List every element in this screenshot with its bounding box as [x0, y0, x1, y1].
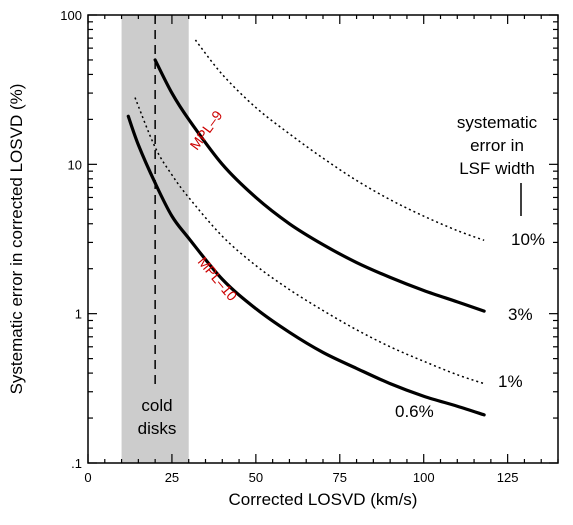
label-3pct: 3%: [508, 305, 533, 324]
x-tick-label: 50: [249, 470, 263, 485]
series-line-0: [153, 58, 486, 313]
x-tick-label: 25: [165, 470, 179, 485]
x-tick-label: 75: [333, 470, 347, 485]
x-axis-label: Corrected LOSVD (km/s): [229, 490, 418, 509]
series-line-3: [134, 97, 485, 385]
series-layer: [126, 39, 486, 417]
cold-disks-label-line2: disks: [138, 419, 177, 438]
y-tick-label: 1: [75, 307, 82, 322]
legend-line3: LSF width: [459, 159, 535, 178]
x-tick-label: 0: [84, 470, 91, 485]
legend-line1: systematic: [457, 113, 538, 132]
series-label-mpl10: MPL–10: [195, 254, 241, 304]
y-tick-label: 100: [60, 8, 82, 23]
series-line-1: [126, 114, 486, 417]
legend-line2: error in: [470, 136, 524, 155]
x-tick-label: 125: [497, 470, 519, 485]
y-tick-label: 10: [68, 157, 82, 172]
y-tick-label: .1: [71, 456, 82, 471]
x-tick-label: 100: [413, 470, 435, 485]
label-10pct: 10%: [511, 230, 545, 249]
label-06pct: 0.6%: [395, 402, 434, 421]
cold-disks-shaded-region: [121, 15, 189, 463]
y-axis-label: Systematic error in corrected LOSVD (%): [7, 84, 26, 395]
axis-ticks: 0 25 50 75 100 125 .1 1 10 100: [60, 8, 559, 485]
label-1pct: 1%: [498, 372, 523, 391]
series-line-2: [194, 39, 485, 241]
cold-disks-label-line1: cold: [141, 396, 172, 415]
